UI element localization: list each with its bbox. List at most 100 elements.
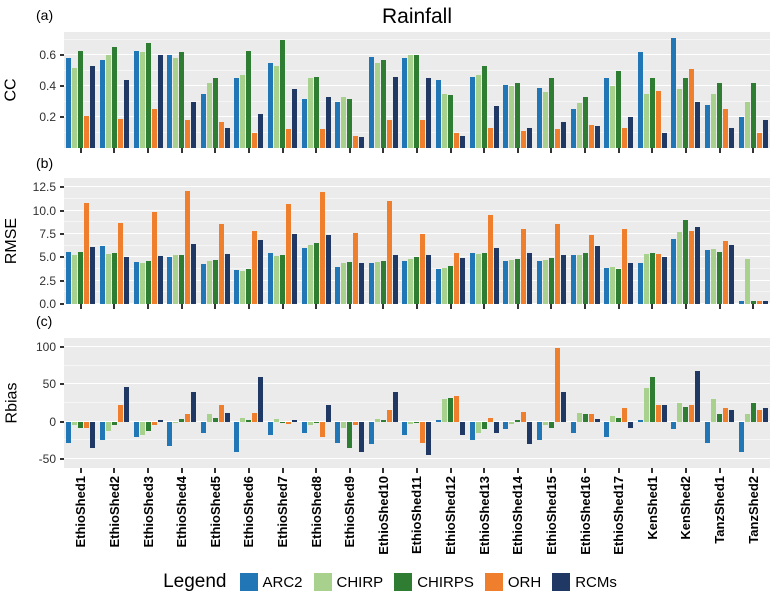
bar-group [602,32,636,148]
y-tick-mark [60,420,64,423]
panel-b-plot-rmse [64,178,770,304]
y-tick-label: 0.2 [39,110,56,125]
x-tick-mark [550,468,553,473]
bar-group [434,338,468,468]
bar-rcms [628,262,634,304]
bar-rcms [157,256,163,304]
x-axis-labels: EthioShed1 EthioShed2 EthioShed3 EthioShed4… [64,476,770,568]
y-tick-mark [60,85,64,88]
bar-arc2 [66,421,72,443]
bar-group [736,32,770,148]
bar-chirps [145,421,151,431]
bar-chirps [280,421,285,424]
bar-arc2 [637,52,643,148]
x-tick-mark [483,468,486,473]
bar-arc2 [604,421,610,437]
bar-chirp [576,412,582,422]
x-tick-mark [113,468,116,473]
x-axis-label: TanzShed1 [703,476,737,568]
bar-chirps [548,421,554,428]
x-axis-label: KenShed2 [669,476,703,568]
bar-chirp [408,55,414,148]
bar-orh [655,405,661,422]
bar-orh [353,421,359,426]
legend-swatch [484,573,503,591]
bar-group [501,338,535,468]
x-tick-mark [348,304,351,309]
bar-rcms [258,113,264,148]
bar-rcms [258,376,264,422]
x-tick-mark [79,148,82,153]
bar-arc2 [402,421,408,436]
bar-group [669,178,703,304]
bar-orh [723,109,729,148]
bar-orh [756,132,762,148]
x-axis-label: KenShed1 [636,476,670,568]
bar-rcms [123,257,129,304]
legend-label: RCMs [575,573,617,591]
bar-chirp [442,399,448,422]
bar-chirps [750,403,756,422]
panel-label-b: (b) [36,155,54,171]
bar-arc2 [738,117,744,148]
bar-rcms [325,96,331,148]
bar-rcms [594,246,600,304]
x-tick-mark [516,468,519,473]
bar-orh [689,231,695,304]
bar-chirp [442,93,448,148]
bar-chirp [744,101,750,148]
bar-orh [655,253,661,304]
x-tick-mark [180,468,183,473]
bar-arc2 [167,421,173,447]
bar-chirps [313,243,319,304]
bar-group [568,338,602,468]
x-axis-label: EthioShed4 [165,476,199,568]
x-axis-label: EthioShed16 [568,476,602,568]
bar-chirp [206,261,212,304]
bar-orh [521,229,527,304]
bar-chirp [72,421,78,426]
bar-rcms [157,420,163,422]
bar-group [434,32,468,148]
bar-arc2 [604,78,610,148]
bar-rcms [729,127,735,148]
bar-orh [286,204,291,304]
bar-chirps [649,78,655,148]
bar-arc2 [301,248,307,304]
bar-orh [689,405,695,422]
bar-rcms [191,391,197,422]
bar-arc2 [368,421,374,445]
x-axis-label: EthioShed9 [333,476,367,568]
bar-arc2 [335,421,341,443]
bar-group [266,32,300,148]
bar-chirp [105,253,111,304]
bar-orh [588,124,594,148]
gridline [64,54,770,56]
bar-rcms [157,55,163,148]
bar-rcms [493,248,499,304]
x-tick-mark [752,468,755,473]
legend: Legend ARC2 CHIRP CHIRPS ORH RCMs [0,571,780,593]
bar-orh [756,410,762,422]
x-axis-label: EthioShed11 [400,476,434,568]
x-tick-mark [483,148,486,153]
bar-orh [319,192,325,304]
bar-group [602,338,636,468]
x-tick-mark [449,148,452,153]
bar-group [535,338,569,468]
bar-arc2 [705,249,711,304]
y-tick-label: 7.5 [39,227,56,241]
bar-arc2 [604,267,610,304]
x-tick-mark [214,148,217,153]
x-ticks-panel-b [64,304,770,310]
x-tick-mark [214,468,217,473]
x-tick-mark [382,468,385,473]
bar-orh [386,120,392,148]
bar-chirps [548,258,554,304]
bar-rcms [628,421,634,428]
bar-rcms [695,226,701,304]
bar-orh [420,234,426,304]
bar-chirp [139,421,145,436]
bar-orh [84,421,90,428]
